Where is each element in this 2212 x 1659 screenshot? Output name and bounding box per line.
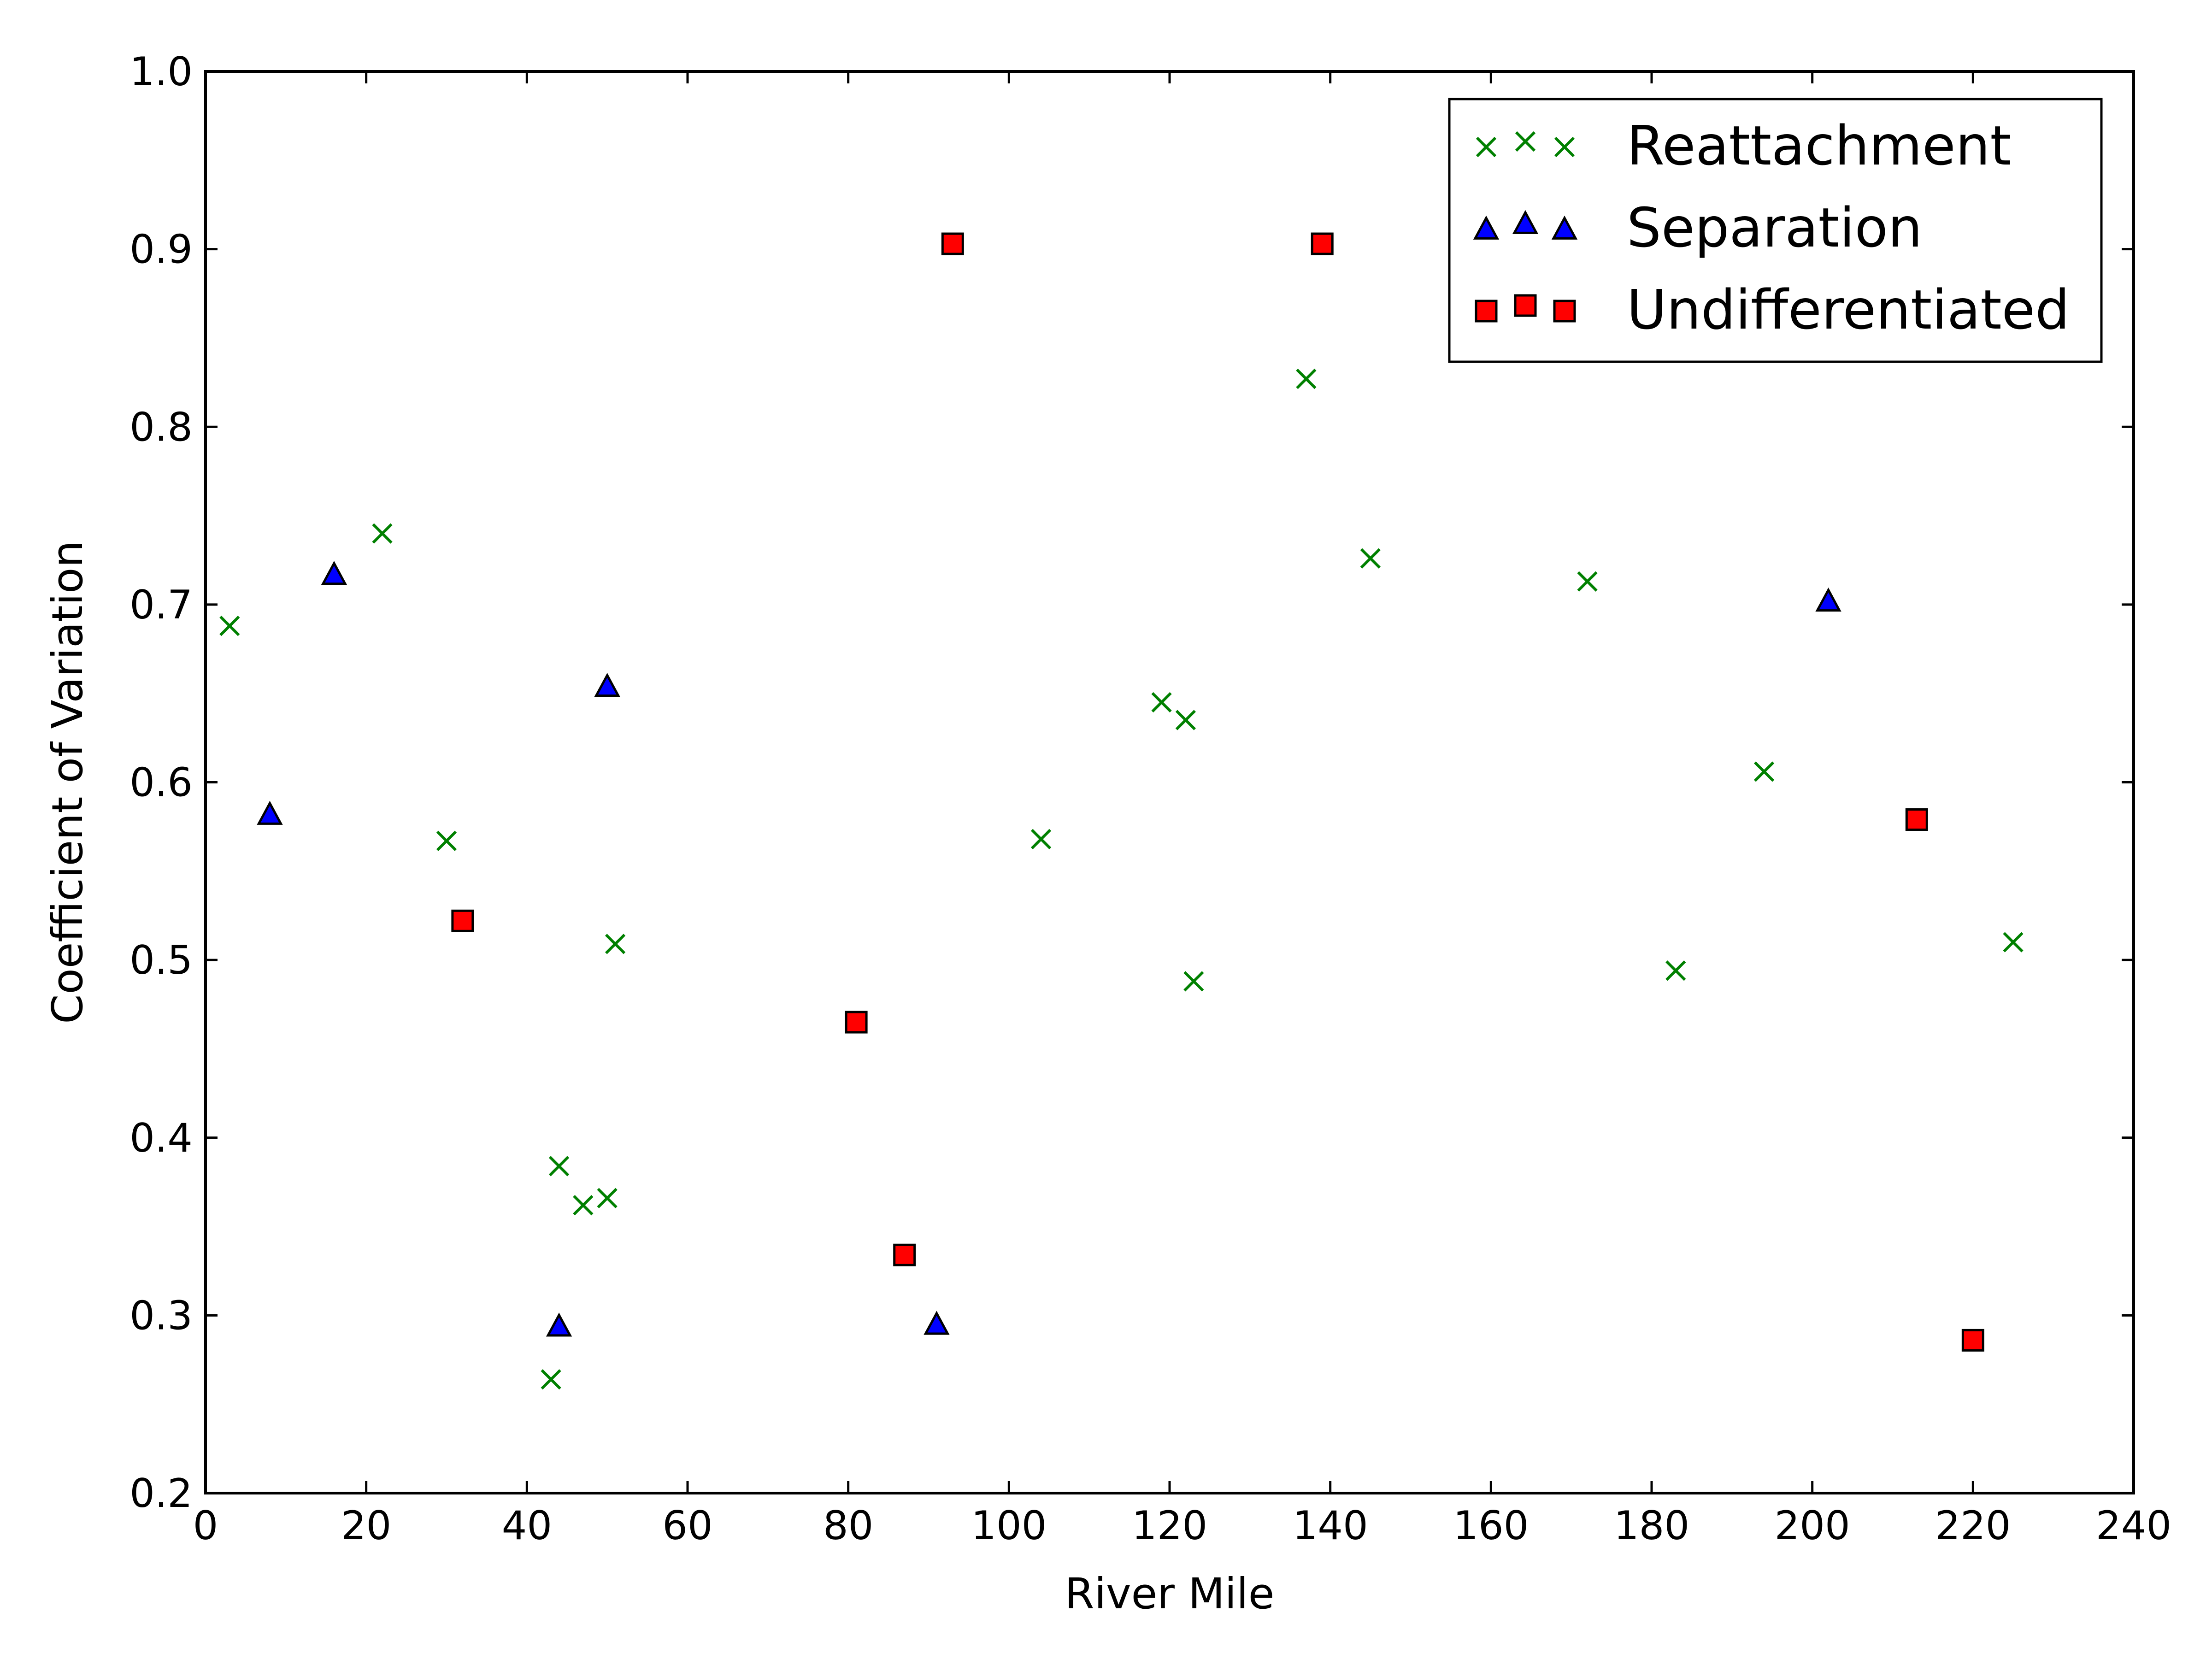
data-point: [924, 1311, 950, 1335]
data-point: [372, 523, 393, 544]
y-tick-label: 0.7: [129, 582, 193, 628]
x-tick-label: 140: [1293, 1503, 1368, 1549]
legend-entry: Reattachment: [1476, 114, 2012, 177]
data-point: [1753, 761, 1775, 782]
data-point: [1030, 829, 1052, 850]
y-tick-label: 0.8: [129, 404, 193, 450]
data-point: [1183, 971, 1204, 992]
data-point: [1151, 692, 1172, 713]
y-tick-label: 0.6: [129, 760, 193, 806]
marker-stroke: [1296, 369, 1317, 389]
x-tick-label: 200: [1775, 1503, 1850, 1549]
y-tick-label: 1.0: [129, 49, 193, 95]
data-point: [1360, 548, 1381, 569]
data-point: [893, 1243, 916, 1266]
marker-stroke: [1476, 136, 1497, 158]
x-tick-label: 160: [1453, 1503, 1529, 1549]
x-tick-label: 60: [662, 1503, 712, 1549]
data-point: [451, 909, 474, 932]
data-point: [597, 1188, 618, 1208]
marker-stroke: [1577, 571, 1598, 592]
marker-stroke: [1554, 136, 1575, 158]
y-tick-label: 0.4: [129, 1115, 193, 1161]
legend-marker: [1476, 136, 1497, 158]
data-point: [1665, 960, 1686, 981]
data-point: [436, 830, 457, 851]
legend-label: Separation: [1627, 196, 1923, 259]
data-point: [548, 1156, 570, 1177]
data-point: [1175, 710, 1196, 730]
y-tick-label: 0.9: [129, 227, 193, 273]
marker-stroke: [1753, 761, 1775, 782]
legend-label: Undifferentiated: [1627, 278, 2070, 341]
data-point: [1577, 571, 1598, 592]
x-tick-label: 220: [1935, 1503, 2011, 1549]
marker-stroke: [1515, 131, 1536, 152]
legend: Reattachment Separation Undifferentiated: [1448, 98, 2103, 363]
y-axis-title: Coefficient of Variation: [43, 541, 92, 1024]
data-point: [605, 934, 626, 954]
legend-marker: [1554, 136, 1575, 158]
y-tick-label: 0.3: [129, 1293, 193, 1339]
data-point: [1296, 369, 1317, 389]
legend-entry: Separation: [1473, 196, 1923, 259]
marker-stroke: [219, 616, 240, 636]
legend-marker: [1551, 215, 1578, 240]
series-undifferentiated: [451, 232, 1984, 1352]
data-point: [573, 1195, 594, 1216]
data-point: [1905, 808, 1928, 831]
legend-label: Reattachment: [1627, 114, 2012, 177]
y-tick-label: 0.2: [129, 1471, 193, 1517]
data-point: [1815, 587, 1841, 612]
legend-marker: [1512, 210, 1539, 234]
marker-stroke: [1360, 548, 1381, 569]
marker-stroke: [436, 830, 457, 851]
marker-stroke: [1665, 960, 1686, 981]
x-tick-label: 240: [2096, 1503, 2171, 1549]
data-point: [546, 1312, 572, 1337]
y-tick-label: 0.5: [129, 937, 193, 983]
marker-stroke: [573, 1195, 594, 1216]
data-point: [1961, 1329, 1984, 1352]
data-point: [321, 561, 347, 585]
marker-stroke: [1183, 971, 1204, 992]
data-point: [2003, 932, 2024, 953]
legend-marker: [1475, 300, 1498, 323]
x-tick-label: 20: [341, 1503, 391, 1549]
data-point: [541, 1369, 561, 1390]
legend-marker: [1514, 294, 1537, 317]
x-tick-label: 40: [502, 1503, 552, 1549]
y-axis: 0.2 0.3 0.4 0.5 0.6 0.7 0.8 0.9 1.0: [129, 49, 2134, 1517]
data-point: [941, 232, 964, 255]
marker-stroke: [372, 523, 393, 544]
data-point: [1311, 232, 1334, 255]
x-tick-label: 120: [1132, 1503, 1207, 1549]
series-reattachment: [219, 369, 2024, 1390]
marker-stroke: [548, 1156, 570, 1177]
legend-marker: [1515, 131, 1536, 152]
legend-marker: [1553, 300, 1576, 323]
x-tick-label: 100: [971, 1503, 1047, 1549]
legend-marker: [1473, 215, 1500, 240]
data-point: [219, 616, 240, 636]
marker-stroke: [1175, 710, 1196, 730]
data-point: [257, 800, 283, 825]
x-tick-label: 180: [1614, 1503, 1689, 1549]
marker-stroke: [597, 1188, 618, 1208]
data-point: [594, 673, 620, 697]
marker-stroke: [1151, 692, 1172, 713]
x-tick-label: 80: [823, 1503, 873, 1549]
marker-stroke: [1030, 829, 1052, 850]
legend-entry: Undifferentiated: [1475, 278, 2070, 341]
x-axis-title: River Mile: [1065, 1569, 1275, 1618]
marker-stroke: [2003, 932, 2024, 953]
marker-stroke: [541, 1369, 561, 1390]
x-axis: 0 20 40 60 80 100 120 140 160 180 200 220 240: [193, 71, 2171, 1549]
series-separation: [257, 561, 1841, 1337]
marker-stroke: [605, 934, 626, 954]
x-tick-label: 0: [193, 1503, 218, 1549]
data-point: [845, 1011, 868, 1034]
